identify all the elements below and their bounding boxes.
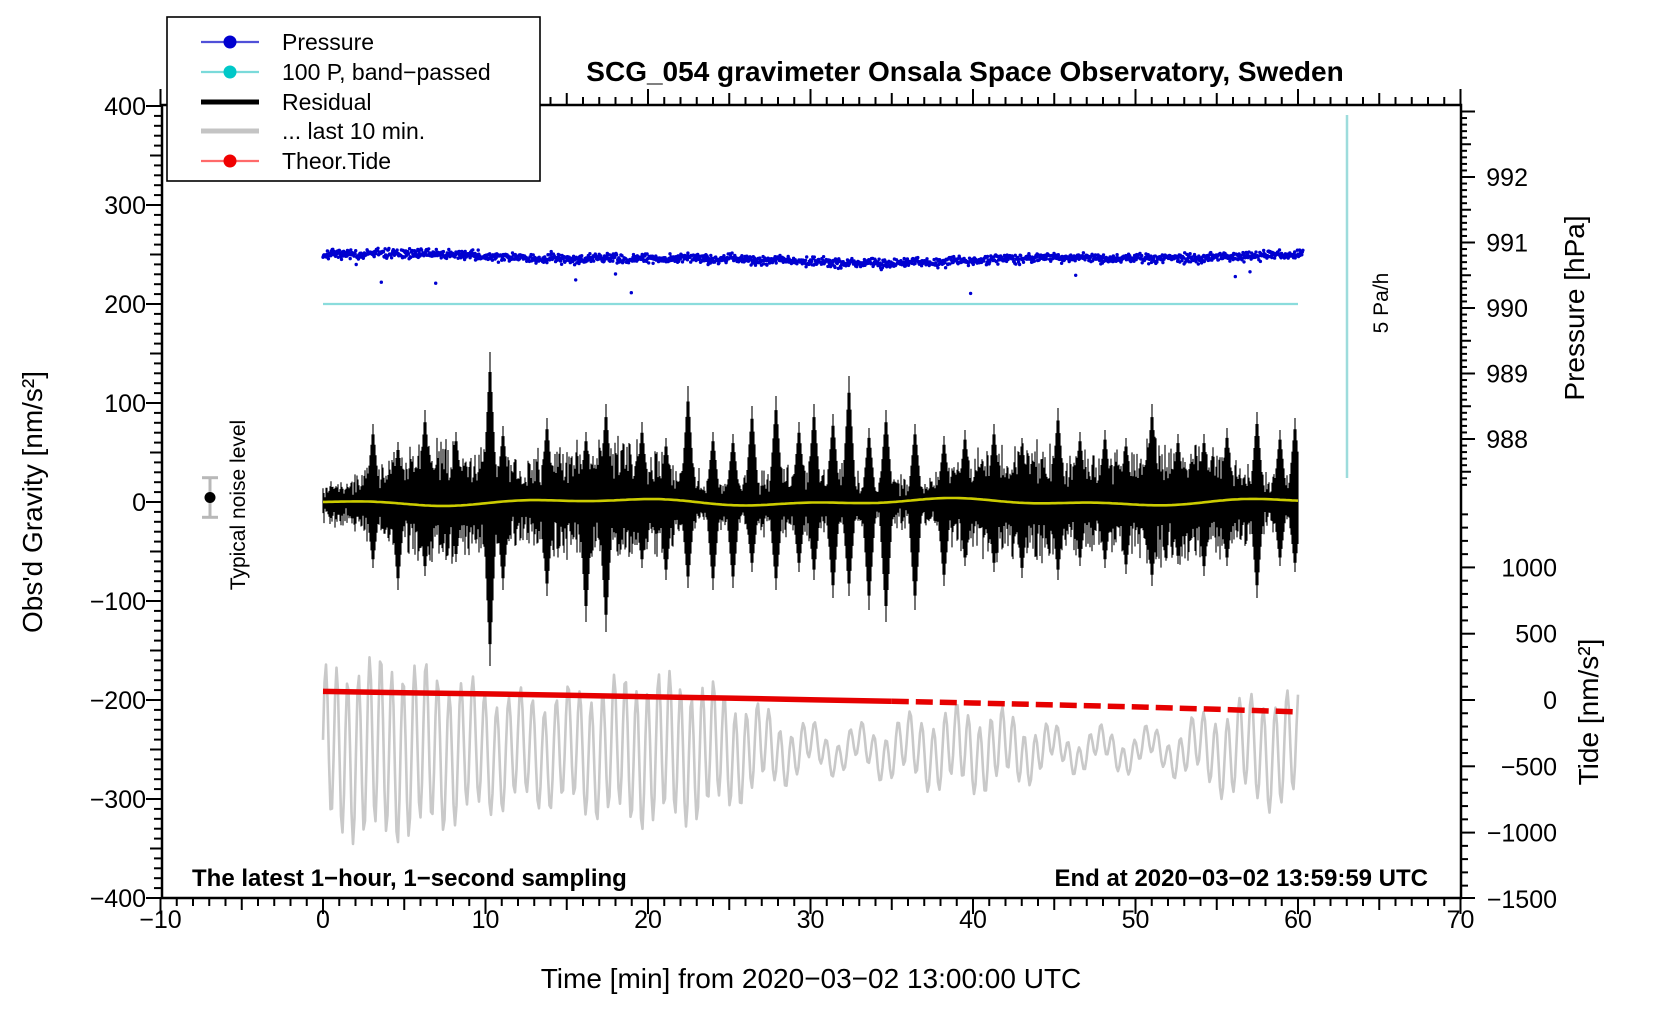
tide-tick-label: 1000: [1501, 554, 1557, 582]
gravity-tick-label: −400: [90, 885, 146, 913]
pressure-axis: 992 991 990 989 988: [1461, 110, 1528, 486]
gravity-tick-label: −300: [90, 786, 146, 814]
tide-tick-label: −1500: [1487, 886, 1557, 914]
noise-level-marker: [202, 476, 218, 519]
gravity-tick-label: 0: [132, 489, 146, 517]
legend-item-theor-tide: Theor.Tide: [201, 148, 391, 174]
noise-level-dot: [204, 492, 216, 503]
legend-item--last-10-min-: ... last 10 min.: [201, 118, 425, 144]
pressure-tick-label: 989: [1486, 361, 1528, 389]
legend-label: ... last 10 min.: [282, 118, 425, 144]
noise-level-label: Typical noise level: [227, 420, 250, 590]
gravity-tick-label: 200: [104, 291, 146, 319]
pressure-scatter: [321, 246, 1305, 296]
gravity-axis: 400 300 200 100 0 −100 −200 −300 −400: [90, 93, 162, 913]
tide-tick-label: 0: [1543, 687, 1557, 715]
x-tick-label: 0: [316, 906, 330, 934]
x-tick-label: −10: [139, 906, 181, 934]
x-tick-label: 60: [1284, 906, 1312, 934]
gravity-tick-label: −200: [90, 687, 146, 715]
x-tick-label: 30: [797, 906, 825, 934]
legend-item-100-p-band-passed: 100 P, band−passed: [201, 59, 491, 85]
end-note: End at 2020−03−02 13:59:59 UTC: [1054, 865, 1428, 892]
theor-tide-line-dashed: [891, 698, 1299, 715]
last10min-series: [321, 656, 1300, 846]
tide-tick-label: −500: [1501, 753, 1557, 781]
gravity-tick-label: −100: [90, 588, 146, 616]
legend-label: Residual: [282, 89, 372, 115]
residual-bandpassed: [323, 496, 1299, 508]
gravity-tick-label: 100: [104, 390, 146, 418]
pressure-tick-label: 990: [1486, 295, 1528, 323]
residual-trace: [322, 352, 1299, 666]
legend-item-residual: Residual: [201, 89, 372, 115]
x-axis-title: Time [min] from 2020−03−02 13:00:00 UTC: [541, 963, 1082, 994]
tide-tick-label: 500: [1515, 621, 1557, 649]
x-tick-label: 40: [959, 906, 987, 934]
x-tick-label: 50: [1122, 906, 1150, 934]
x-tick-label: 70: [1447, 906, 1475, 934]
legend-sample-dot: [223, 35, 237, 49]
legend-sample-dot: [223, 65, 237, 79]
tide-axis: 1000 500 0 −500 −1000 −1500: [1461, 513, 1557, 914]
residual-smoothed-line: [323, 496, 1299, 508]
y-axis-title-pressure: Pressure [hPa]: [1559, 215, 1590, 400]
generated-chart-layers: −10 0 10 20 30 40 50 60 704003002001000−100−200−…: [90, 16, 1557, 934]
legend: Pressure 100 P, band−passed Residual ... la…: [166, 16, 541, 182]
residual-series: [322, 352, 1299, 666]
gravity-tick-label: 300: [104, 192, 146, 220]
x-tick-label: 10: [472, 906, 500, 934]
legend-sample-dot: [223, 154, 237, 168]
gravity-tick-label: 400: [104, 93, 146, 121]
x-tick-label: 20: [634, 906, 662, 934]
chart-title: SCG_054 gravimeter Onsala Space Observat…: [586, 56, 1343, 87]
theor-tide-line: [322, 688, 892, 705]
last10min-trace: [321, 656, 1300, 846]
legend-label: 100 P, band−passed: [282, 59, 491, 85]
legend-label: Theor.Tide: [282, 148, 391, 174]
legend-item-pressure: Pressure: [201, 29, 374, 55]
pressure-series: [321, 246, 1305, 296]
y-axis-title-tide: Tide [nm/s²]: [1573, 639, 1604, 786]
pressure-tick-label: 991: [1486, 230, 1528, 258]
pressure-tick-label: 992: [1486, 164, 1528, 192]
pressure-rate-label: 5 Pa/h: [1370, 273, 1393, 334]
sampling-note: The latest 1−hour, 1−second sampling: [192, 865, 627, 892]
legend-label: Pressure: [282, 29, 374, 55]
tide-tick-label: −1000: [1487, 820, 1557, 848]
theor-tide-series: [322, 688, 1299, 715]
pressure-tick-label: 988: [1486, 426, 1528, 454]
y-axis-title-gravity: Obs'd Gravity [nm/s²]: [17, 371, 48, 633]
